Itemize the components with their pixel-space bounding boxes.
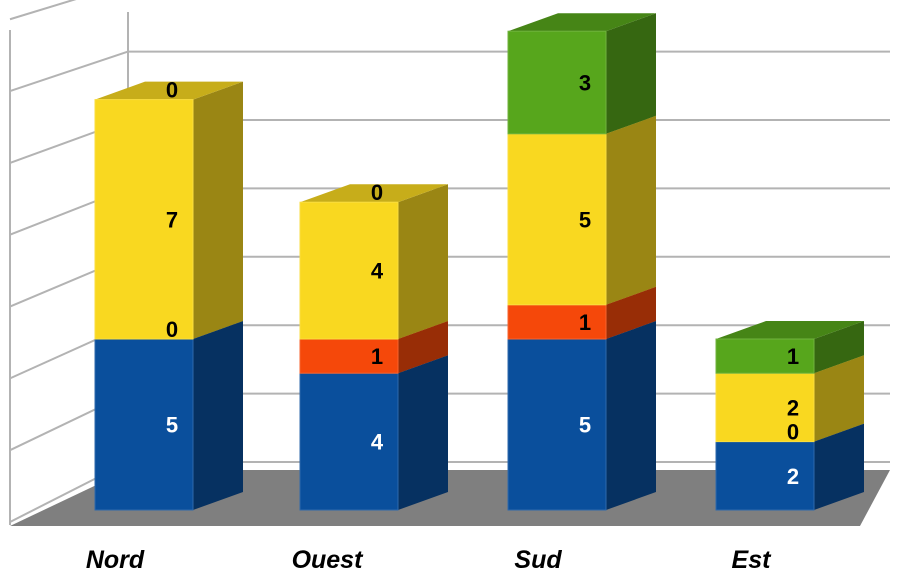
bar-front <box>715 372 815 443</box>
bar-segment <box>507 13 656 135</box>
bar-side <box>814 321 864 374</box>
bar-front <box>299 201 399 340</box>
bar-side <box>606 115 656 305</box>
data-label: 2 <box>787 464 799 489</box>
data-label: 7 <box>166 207 178 232</box>
data-label: 2 <box>787 395 799 420</box>
bar-top <box>95 81 243 100</box>
data-label: 5 <box>579 413 591 438</box>
bar-side <box>398 355 448 510</box>
bar-top <box>300 184 448 203</box>
gridline-side <box>9 0 77 21</box>
data-label: 0 <box>166 317 178 342</box>
bar-segment <box>715 321 864 374</box>
bar-segment <box>299 184 448 340</box>
category-label-sud: Sud <box>514 546 562 574</box>
data-label: 1 <box>579 310 591 335</box>
data-label: 4 <box>371 430 384 455</box>
bar-segment <box>507 321 656 511</box>
bar-side <box>814 355 864 442</box>
bar-front <box>507 133 607 306</box>
data-label: 0 <box>371 180 383 205</box>
data-label: 4 <box>371 259 384 284</box>
data-label: 3 <box>579 71 591 96</box>
bar-front <box>299 338 399 374</box>
bar-side <box>606 13 656 134</box>
data-label: 0 <box>166 78 178 103</box>
category-label-nord: Nord <box>86 546 145 574</box>
bar-side <box>606 321 656 510</box>
bar-front <box>94 99 194 340</box>
bar-side <box>193 81 243 339</box>
bar-side <box>814 423 864 510</box>
bar-front <box>507 338 607 511</box>
bar-front <box>507 30 607 135</box>
data-label: 1 <box>787 344 799 369</box>
bar-front <box>715 338 815 374</box>
bar-top <box>508 13 656 32</box>
bar-side <box>193 321 243 510</box>
bar-front <box>299 372 399 511</box>
bar-top <box>716 321 864 339</box>
bar-side <box>606 286 656 339</box>
category-label-ouest: Ouest <box>292 546 365 574</box>
bar-front <box>715 441 815 511</box>
bar-front <box>94 338 194 511</box>
gridline-side <box>9 50 129 93</box>
category-axis: Nord Ouest Sud Est <box>86 546 772 574</box>
data-label: 1 <box>371 344 383 369</box>
category-label-est: Est <box>732 546 773 574</box>
bar-segment <box>94 81 243 340</box>
bar-side <box>398 321 448 374</box>
data-label: 5 <box>579 207 591 232</box>
bar-side <box>398 184 448 339</box>
bars <box>94 13 864 511</box>
data-label: 5 <box>166 413 178 438</box>
data-label: 0 <box>787 420 799 445</box>
bar-front <box>507 304 607 340</box>
